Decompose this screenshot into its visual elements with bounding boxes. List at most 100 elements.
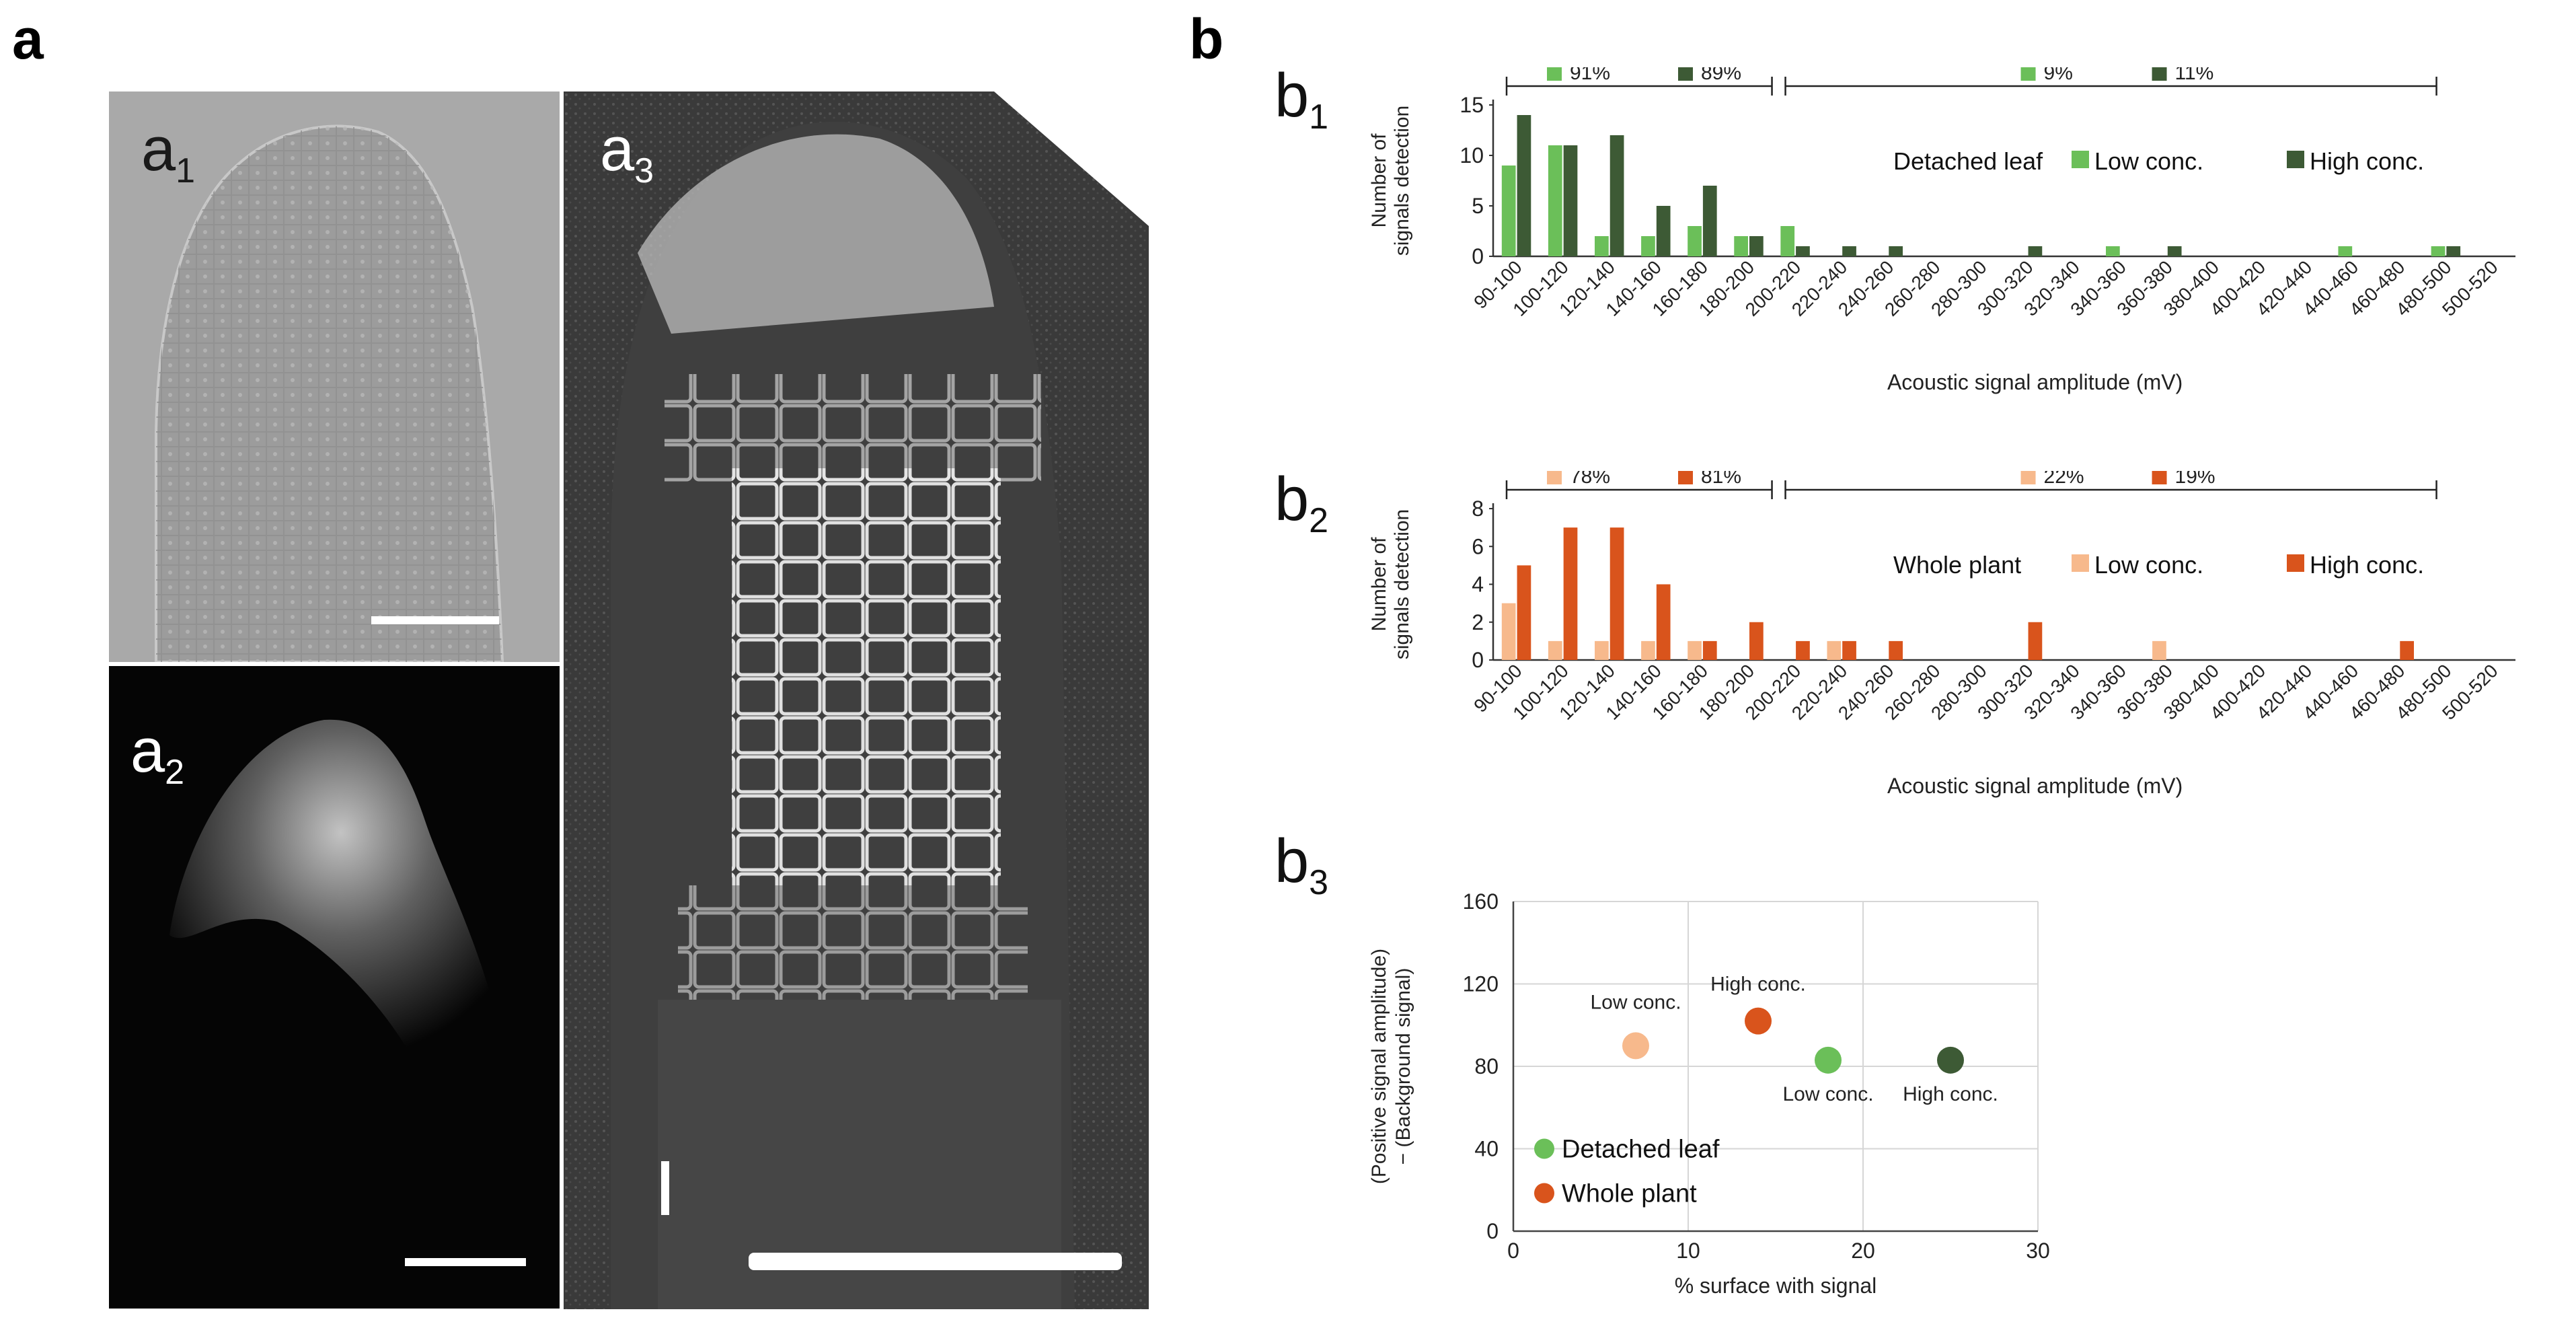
scale-bar-a3-small	[661, 1161, 669, 1215]
y-tick-label: 0	[1486, 1219, 1499, 1243]
bracket-percent-label: 81%	[1701, 471, 1741, 488]
y-tick-label: 10	[1460, 143, 1484, 168]
bar-high-conc	[1563, 145, 1578, 256]
scale-bar-a1	[371, 616, 499, 624]
bracket-percent-label: 91%	[1570, 67, 1610, 84]
y-tick-label: 160	[1463, 889, 1499, 914]
y-tick-label: 120	[1463, 972, 1499, 996]
legend-marker	[1534, 1183, 1554, 1204]
micrograph-a3-confocal: a3	[564, 91, 1149, 1309]
subpanel-a3-label: a3	[600, 115, 654, 190]
y-tick-label: 4	[1472, 573, 1484, 597]
y-tick-label: 0	[1472, 648, 1484, 672]
scatter-point	[1937, 1046, 1964, 1074]
bar-low-conc	[2431, 246, 2446, 256]
bracket-percent-label: 9%	[2044, 67, 2073, 84]
bracket-legend-swatch	[1547, 471, 1562, 484]
y-tick-label: 6	[1472, 534, 1484, 558]
x-axis-label: % surface with signal	[1675, 1274, 1877, 1298]
bar-low-conc	[1501, 166, 1516, 256]
scale-bar-a3	[749, 1253, 1122, 1270]
bar-high-conc	[1702, 640, 1717, 660]
panel-b-label: b	[1189, 7, 1224, 71]
bar-high-conc	[1796, 246, 1810, 256]
legend-swatch-high-conc	[2287, 151, 2304, 168]
y-tick-label: 5	[1472, 194, 1484, 218]
subpanel-b3-label: b3	[1275, 827, 1329, 902]
bar-low-conc	[1595, 640, 1609, 660]
legend-label-high-conc: High conc.	[2310, 551, 2424, 579]
subpanel-a1-label: a1	[141, 115, 196, 190]
x-tick-label: 0	[1507, 1239, 1519, 1263]
y-tick-label: 40	[1474, 1137, 1499, 1161]
x-tick-label: 30	[2026, 1239, 2050, 1263]
bar-high-conc	[1517, 115, 1531, 256]
chart-title: Whole plant	[1893, 551, 2021, 579]
x-axis-label: Acoustic signal amplitude (mV)	[1887, 774, 2183, 798]
bar-low-conc	[1641, 640, 1655, 660]
bar-low-conc	[1688, 226, 1702, 256]
bracket-legend-swatch	[1547, 67, 1562, 81]
bar-high-conc	[2446, 246, 2461, 256]
legend-swatch-low-conc	[2072, 151, 2089, 168]
scatter-point-label: Low conc.	[1782, 1083, 1873, 1105]
bracket-legend-swatch	[2152, 67, 2167, 81]
bar-high-conc	[1749, 236, 1764, 256]
bar-high-conc	[2028, 622, 2043, 660]
bar-high-conc	[1889, 640, 1903, 660]
bar-low-conc	[1688, 640, 1702, 660]
bar-high-conc	[1749, 622, 1764, 660]
bracket-legend-swatch	[2020, 67, 2036, 81]
bar-low-conc	[1548, 145, 1562, 256]
y-axis-label-line2: signals detection	[1391, 106, 1413, 256]
y-tick-label: 0	[1472, 244, 1484, 268]
bracket-percent-label: 19%	[2175, 471, 2215, 488]
x-tick-label: 10	[1676, 1239, 1700, 1263]
y-axis-label-line1: (Positive signal amplitude)	[1368, 949, 1390, 1184]
bar-high-conc	[1889, 246, 1903, 256]
bracket-legend-swatch	[1678, 67, 1693, 81]
bar-high-conc	[1702, 186, 1717, 256]
bar-high-conc	[2167, 246, 2182, 256]
chart-b1-detached-leaf: Number of signals detection05101590-10010…	[1368, 67, 2515, 394]
x-axis-label: Acoustic signal amplitude (mV)	[1887, 370, 2183, 394]
panel-a-label: a	[12, 7, 44, 71]
legend-swatch-low-conc	[2072, 554, 2089, 572]
scatter-point	[1745, 1007, 1772, 1035]
bar-low-conc	[1780, 226, 1795, 256]
bracket-percent-label: 11%	[2175, 67, 2214, 84]
y-axis-label-line2: − (Background signal)	[1392, 968, 1414, 1165]
bar-low-conc	[1595, 236, 1609, 256]
bracket-legend-swatch	[2152, 471, 2167, 484]
y-tick-label: 8	[1472, 496, 1484, 521]
legend-label: Detached leaf	[1562, 1136, 1720, 1164]
bar-high-conc	[1796, 640, 1810, 660]
chart-b3-scatter: 0 10 20 30 0 40 80 120 160 % surface with signal (…	[1368, 889, 2050, 1298]
bracket-percent-label: 78%	[1570, 471, 1610, 488]
scatter-point-label: High conc.	[1903, 1083, 1998, 1105]
subpanel-b1-label: b1	[1275, 61, 1329, 137]
y-tick-label: 80	[1474, 1054, 1499, 1078]
root-tip-brightfield-illustration	[155, 124, 504, 662]
bracket-percent-label: 22%	[2044, 471, 2084, 488]
micrograph-a1-brightfield: a1	[109, 91, 560, 662]
bar-low-conc	[2338, 246, 2353, 256]
legend-label: Whole plant	[1562, 1180, 1697, 1208]
scatter-point-label: High conc.	[1710, 973, 1806, 996]
bar-low-conc	[1827, 640, 1842, 660]
bracket-percent-label: 89%	[1701, 67, 1741, 84]
scatter-point	[1815, 1046, 1842, 1074]
root-tip-confocal-illustration	[564, 91, 1149, 1309]
bar-high-conc	[2400, 640, 2414, 660]
legend-marker	[1534, 1138, 1554, 1159]
bracket-legend-swatch	[1678, 471, 1693, 484]
bar-low-conc	[2106, 246, 2120, 256]
chart-title: Detached leaf	[1893, 147, 2043, 175]
legend-label-low-conc: Low conc.	[2094, 551, 2203, 579]
scatter-point-label: Low conc.	[1590, 991, 1681, 1013]
bar-high-conc	[1656, 584, 1671, 660]
bar-low-conc	[1501, 603, 1516, 660]
scale-bar-a2	[405, 1258, 526, 1266]
root-tip-fluorescence-illustration	[169, 719, 526, 1266]
x-tick-label: 20	[1851, 1239, 1875, 1263]
